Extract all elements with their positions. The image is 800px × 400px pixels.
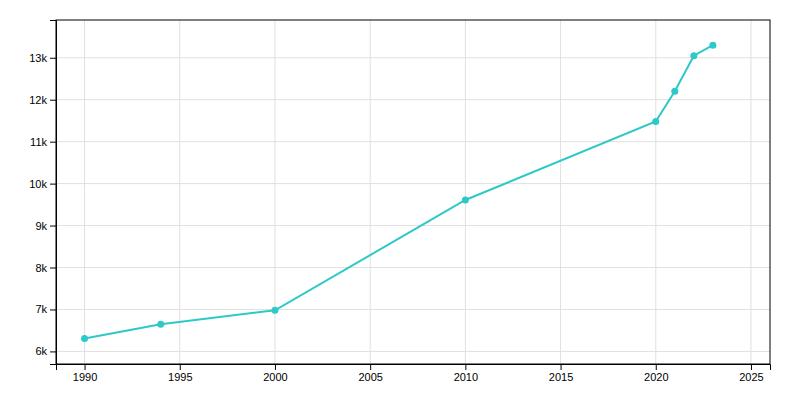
x-tick-mark — [656, 364, 657, 370]
marks — [81, 42, 716, 342]
y-tick-label: 7k — [35, 303, 47, 315]
chart: 1990 1995 2000 2005 2010 2015 2020 2025 6k 7k 8k 9k… — [0, 0, 800, 400]
grid-line-x — [370, 20, 371, 364]
grid-line-y — [56, 141, 770, 142]
x-tick: 2015 — [549, 364, 573, 383]
y-tick-mark — [50, 100, 56, 101]
grid-line-y — [56, 99, 770, 100]
plot-frame — [56, 20, 770, 364]
x-tick: 2005 — [358, 364, 382, 383]
y-tick-mark — [50, 58, 56, 59]
x-tick: 1995 — [168, 364, 192, 383]
point — [652, 118, 659, 125]
x-axis: 1990 1995 2000 2005 2010 2015 2020 2025 — [57, 364, 771, 383]
x-axis-line — [57, 365, 771, 371]
y-axis-line — [50, 21, 57, 365]
y-tick-mark — [50, 226, 56, 227]
grid-line-x — [84, 20, 85, 364]
grid-line-y — [56, 351, 770, 352]
x-tick-label: 2000 — [263, 371, 287, 383]
point — [690, 52, 697, 59]
x-tick-mark — [85, 364, 86, 370]
x-tick-label: 1995 — [168, 371, 192, 383]
y-tick-mark — [50, 351, 56, 352]
x-tick-label: 1990 — [73, 371, 97, 383]
grid-line-x — [560, 20, 561, 364]
grid-line-y — [56, 183, 770, 184]
x-tick-label: 2010 — [454, 371, 478, 383]
point — [709, 42, 716, 49]
point — [271, 307, 278, 314]
grid-line-x — [465, 20, 466, 364]
point — [671, 88, 678, 95]
grid-line-x — [179, 20, 180, 364]
x-tick: 2020 — [644, 364, 668, 383]
x-tick: 2025 — [739, 364, 763, 383]
y-tick-mark — [50, 309, 56, 310]
grid — [56, 20, 770, 364]
x-tick-label: 2025 — [739, 371, 763, 383]
y-tick: 8k — [35, 262, 56, 274]
y-tick-label: 12k — [29, 94, 47, 106]
y-tick: 6k — [35, 345, 56, 357]
point — [81, 335, 88, 342]
x-tick: 2010 — [454, 364, 478, 383]
y-tick-mark — [50, 142, 56, 143]
y-tick: 11k — [30, 136, 56, 148]
x-tick-mark — [275, 364, 276, 370]
x-tick: 2000 — [263, 364, 287, 383]
x-tick-mark — [370, 364, 371, 370]
y-tick: 12k — [29, 94, 56, 106]
plot: 1990 1995 2000 2005 2010 2015 2020 2025 6k 7k 8k 9k… — [29, 20, 770, 383]
grid-line-y — [56, 267, 770, 268]
y-tick: 10k — [29, 178, 56, 190]
grid-line-y — [56, 309, 770, 310]
y-tick-label: 13k — [29, 52, 47, 64]
point — [462, 196, 469, 203]
x-tick-mark — [180, 364, 181, 370]
y-tick: 13k — [29, 52, 56, 64]
y-axis: 6k 7k 8k 9k 10k 11k 12k 13k — [29, 21, 56, 365]
y-tick: 9k — [35, 220, 56, 232]
x-tick-label: 2020 — [644, 371, 668, 383]
y-tick-label: 6k — [35, 345, 47, 357]
y-tick-label: 9k — [35, 220, 47, 232]
y-tick-label: 8k — [35, 262, 47, 274]
y-tick-mark — [50, 184, 56, 185]
y-tick-label: 11k — [30, 136, 47, 148]
x-tick-label: 2015 — [549, 371, 573, 383]
x-tick: 1990 — [73, 364, 97, 383]
grid-line-y — [56, 225, 770, 226]
point — [157, 321, 164, 328]
y-tick-mark — [50, 268, 56, 269]
y-tick: 7k — [35, 303, 56, 315]
y-tick-label: 10k — [29, 178, 47, 190]
grid-line-x — [655, 20, 656, 364]
line — [85, 45, 713, 338]
grid-line-x — [750, 20, 751, 364]
x-tick-mark — [465, 364, 466, 370]
x-tick-mark — [561, 364, 562, 370]
x-tick-mark — [751, 364, 752, 370]
grid-line-y — [56, 57, 770, 58]
x-tick-label: 2005 — [358, 371, 382, 383]
